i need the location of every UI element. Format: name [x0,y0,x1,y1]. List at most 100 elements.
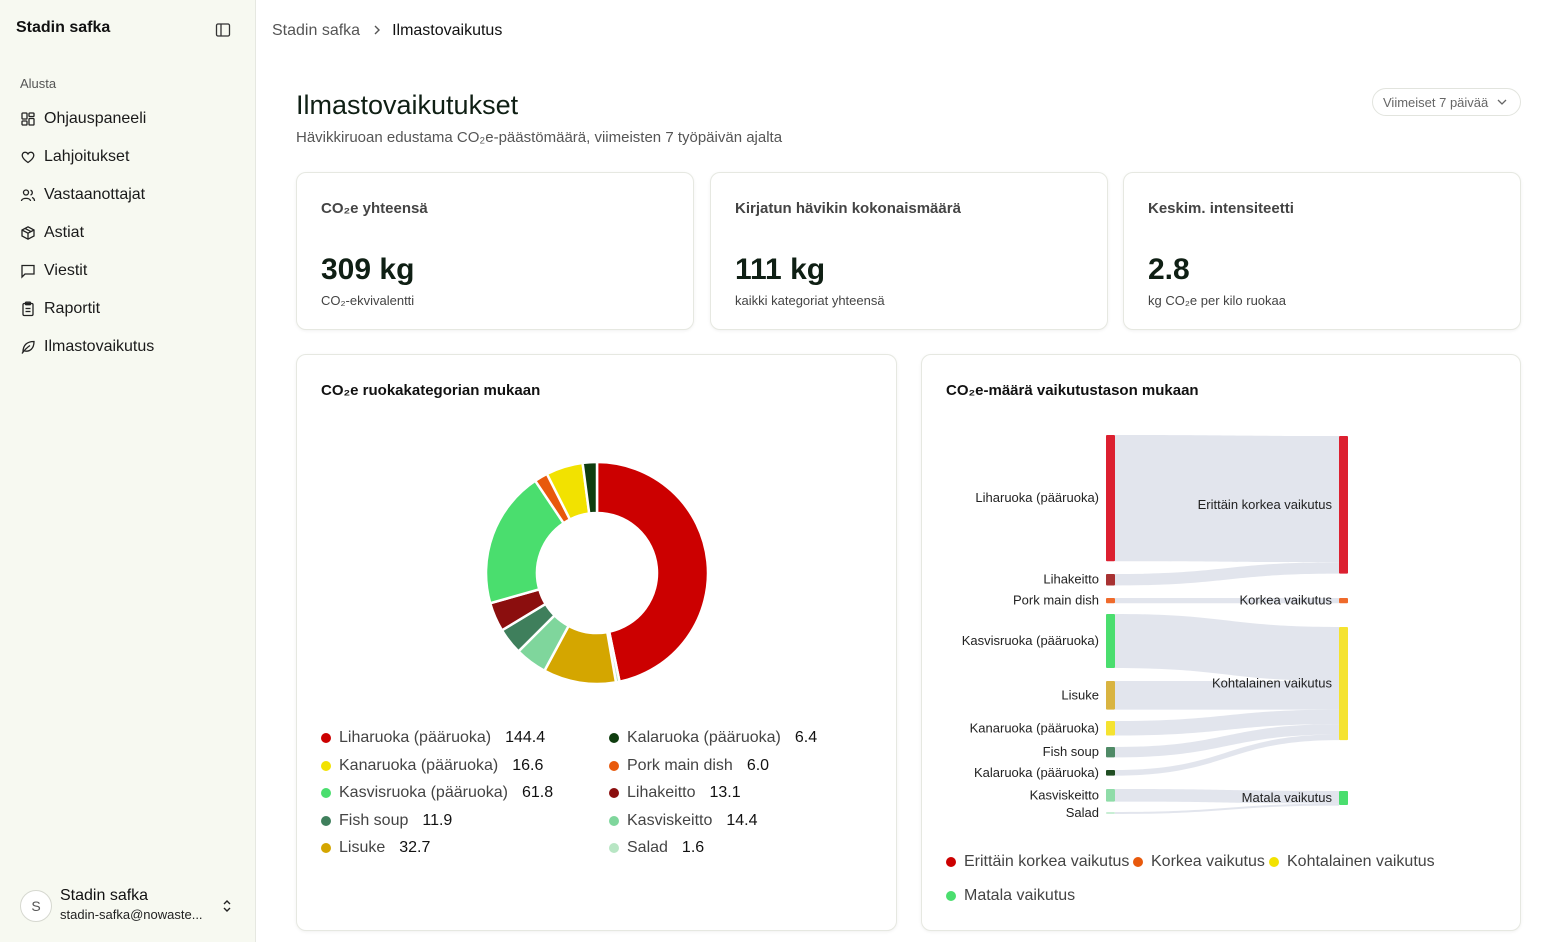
legend-swatch [609,733,619,743]
sankey-link-kasvisruoka-p-ruoka[interactable] [1115,614,1339,682]
breadcrumb: Stadin safka Ilmastovaikutus [272,22,502,40]
sankey-link-lisuke[interactable] [1115,681,1339,710]
kpi-label: CO₂e yhteensä [321,200,428,217]
sidebar-toggle-icon[interactable] [215,22,231,38]
sankey-target-label: Erittäin korkea vaikutus [1198,497,1333,512]
sankey-link-kalaruoka-p-ruoka[interactable] [1115,734,1339,776]
kpi-label: Kirjatun hävikin kokonaismäärä [735,200,961,217]
legend-swatch [1133,857,1143,867]
sankey-node-pork-main-dish[interactable] [1106,598,1115,604]
sankey-source-label: Kasviskeitto [1030,787,1099,802]
legend-label: Korkea vaikutus [1151,853,1265,870]
sankey-link-fish-soup[interactable] [1115,724,1339,758]
legend-label: Kohtalainen vaikutus [1287,853,1435,870]
donut-slice-liharuoka-p-ruoka[interactable] [595,460,710,684]
legend-label: Kasviskeitto [627,811,713,829]
legend-swatch [321,843,331,853]
legend-label: Matala vaikutus [964,887,1076,904]
sankey-link-kasviskeitto[interactable] [1115,789,1339,804]
sankey-source-label: Kanaruoka (pääruoka) [970,720,1099,735]
sankey-node-matala-vaikutus[interactable] [1339,791,1348,805]
users-icon [20,189,36,202]
sidebar-item-raportit[interactable]: Raportit [12,290,244,328]
legend-value: 16.6 [512,756,544,774]
sidebar-item-label: Ilmastovaikutus [44,338,155,355]
page-title: Ilmastovaikutukset [296,90,519,120]
sankey-node-kalaruoka-p-ruoka[interactable] [1106,770,1115,776]
sankey-link-kanaruoka-p-ruoka[interactable] [1115,709,1339,736]
sidebar-item-astiat[interactable]: Astiat [12,214,244,252]
legend-value: 32.7 [399,839,431,856]
kpi-card-co2-total: CO₂e yhteensä 309 kg CO₂-ekvivalentti [296,172,694,330]
legend-label: Kasvisruoka (pääruoka) [339,784,508,801]
sankey-source-label: Fish soup [1043,744,1099,759]
date-range-label: Viimeiset 7 päivää [1383,94,1489,110]
chevron-right-icon [372,23,382,39]
sidebar-item-ilmastovaikutus[interactable]: Ilmastovaikutus [12,328,244,366]
legend-label: Erittäin korkea vaikutus [964,853,1130,870]
donut-slice-kalaruoka-p-ruoka[interactable] [581,460,599,515]
legend-item-salad: Salad 1.6 [609,839,704,857]
sidebar-item-viestit[interactable]: Viestit [12,252,244,290]
user-menu[interactable]: S Stadin safka stadin-safka@nowaste... [20,884,240,928]
legend-swatch [609,760,619,771]
dashboard-icon [21,112,35,126]
sidebar-section-label: Alusta [20,76,57,91]
legend-item-korkea-vaikutus: Korkea vaikutus [1133,853,1265,871]
breadcrumb-root[interactable]: Stadin safka [272,22,361,39]
legend-swatch [946,891,956,901]
legend-item-pork-main-dish: Pork main dish 6.0 [609,757,769,775]
legend-swatch [946,857,956,867]
legend-item-lihakeitto: Lihakeitto 13.1 [609,784,741,802]
sankey-node-eritt-in-korkea-vaikutus[interactable] [1339,436,1348,574]
sidebar-item-lahjoitukset[interactable]: Lahjoitukset [12,138,244,176]
sankey-node-lisuke[interactable] [1106,681,1115,710]
date-range-select[interactable]: Viimeiset 7 päivää [1372,88,1521,116]
legend-value: 13.1 [709,784,741,801]
legend-label: Liharuoka (pääruoka) [339,729,492,746]
legend-label: Salad [627,839,668,856]
legend-item-kalaruoka-p-ruoka: Kalaruoka (pääruoka) 6.4 [609,729,817,747]
sankey-link-pork-main-dish[interactable] [1115,598,1339,604]
sidebar-item-vastaanottajat[interactable]: Vastaanottajat [12,176,244,214]
donut-chart-card: CO₂e ruokakategorian mukaan Liharuoka (p… [296,354,897,931]
sankey-link-liharuoka-p-ruoka[interactable] [1115,435,1339,563]
sankey-node-lihakeitto[interactable] [1106,574,1115,586]
sidebar-item-label: Raportit [44,300,101,317]
legend-value: 1.6 [681,839,705,856]
sankey-node-kasviskeitto[interactable] [1106,789,1115,802]
sankey-link-lihakeitto[interactable] [1115,562,1339,586]
sidebar-item-label: Viestit [44,262,88,279]
legend-item-liharuoka-p-ruoka: Liharuoka (pääruoka) 144.4 [321,729,545,747]
sankey-target-label: Kohtalainen vaikutus [1212,676,1332,691]
legend-item-matala-vaikutus: Matala vaikutus [946,887,1075,905]
heart-icon [21,151,35,164]
legend-value: 14.4 [726,811,758,829]
sankey-node-liharuoka-p-ruoka[interactable] [1106,435,1115,562]
box-icon [21,226,35,240]
message-icon [21,264,35,279]
user-email: stadin-safka@nowaste... [60,907,203,922]
leaf-icon [21,340,35,354]
sankey-node-kanaruoka-p-ruoka[interactable] [1106,721,1115,736]
sankey-link-salad[interactable] [1115,803,1339,814]
sankey-target-label: Matala vaikutus [1242,790,1333,805]
legend-value: 61.8 [521,784,554,801]
sidebar-brand[interactable]: Stadin safka [16,19,111,36]
sankey-node-salad[interactable] [1106,812,1115,814]
sidebar-item-label: Astiat [44,224,85,241]
sankey-node-kohtalainen-vaikutus[interactable] [1339,627,1348,741]
sankey-source-label: Kasvisruoka (pääruoka) [962,633,1099,648]
legend-item-eritt-in-korkea-vaikutus: Erittäin korkea vaikutus [946,853,1129,871]
sankey-target-label: Korkea vaikutus [1240,593,1333,608]
card-title: CO₂e ruokakategorian mukaan [321,382,541,399]
legend-item-lisuke: Lisuke 32.7 [321,839,430,857]
sidebar-item-ohjauspaneeli[interactable]: Ohjauspaneeli [12,100,244,138]
sankey-node-kasvisruoka-p-ruoka[interactable] [1106,614,1115,669]
legend-swatch [609,788,619,798]
legend-swatch [321,788,331,798]
sankey-node-korkea-vaikutus[interactable] [1339,598,1348,604]
legend-swatch [609,843,619,853]
sidebar-item-label: Vastaanottajat [44,186,146,203]
sankey-node-fish-soup[interactable] [1106,747,1115,758]
